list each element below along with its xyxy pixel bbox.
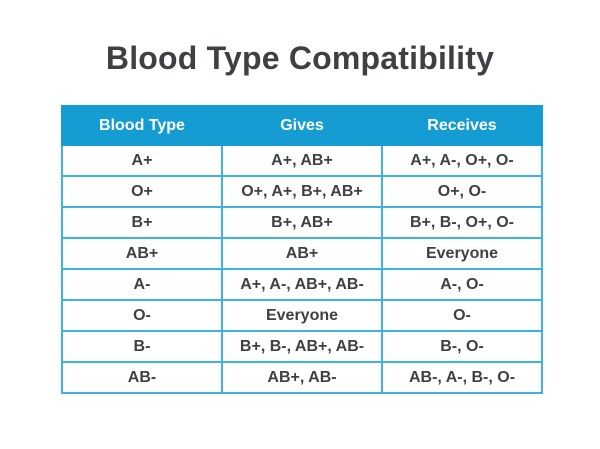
table-row: AB- AB+, AB- AB-, A-, B-, O-	[61, 361, 543, 394]
table-row: A+ A+, AB+ A+, A-, O+, O-	[61, 144, 543, 177]
cell-gives: A+, A-, AB+, AB-	[221, 268, 383, 301]
cell-gives: O+, A+, B+, AB+	[221, 175, 383, 208]
table-row: B- B+, B-, AB+, AB- B-, O-	[61, 330, 543, 363]
column-header-receives: Receives	[381, 105, 543, 146]
cell-receives: B-, O-	[381, 330, 543, 363]
page-title: Blood Type Compatibility	[105, 40, 495, 76]
cell-gives: B+, B-, AB+, AB-	[221, 330, 383, 363]
cell-blood-type: A-	[61, 268, 223, 301]
table-row: A- A+, A-, AB+, AB- A-, O-	[61, 268, 543, 301]
cell-receives: Everyone	[381, 237, 543, 270]
cell-gives: AB+, AB-	[221, 361, 383, 394]
cell-gives: Everyone	[221, 299, 383, 332]
cell-blood-type: O+	[61, 175, 223, 208]
cell-blood-type: B-	[61, 330, 223, 363]
table-row: O- Everyone O-	[61, 299, 543, 332]
cell-gives: B+, AB+	[221, 206, 383, 239]
table-row: B+ B+, AB+ B+, B-, O+, O-	[61, 206, 543, 239]
header-row: Blood Type Gives Receives	[61, 105, 543, 146]
table-body: A+ A+, AB+ A+, A-, O+, O- O+ O+, A+, B+,…	[61, 144, 543, 394]
cell-gives: AB+	[221, 237, 383, 270]
cell-blood-type: A+	[61, 144, 223, 177]
cell-receives: A+, A-, O+, O-	[381, 144, 543, 177]
cell-blood-type: B+	[61, 206, 223, 239]
cell-receives: AB-, A-, B-, O-	[381, 361, 543, 394]
cell-receives: O-	[381, 299, 543, 332]
cell-receives: O+, O-	[381, 175, 543, 208]
cell-gives: A+, AB+	[221, 144, 383, 177]
column-header-gives: Gives	[221, 105, 383, 146]
table-row: AB+ AB+ Everyone	[61, 237, 543, 270]
cell-blood-type: AB+	[61, 237, 223, 270]
table-row: O+ O+, A+, B+, AB+ O+, O-	[61, 175, 543, 208]
column-header-blood-type: Blood Type	[61, 105, 223, 146]
cell-blood-type: O-	[61, 299, 223, 332]
cell-receives: B+, B-, O+, O-	[381, 206, 543, 239]
cell-blood-type: AB-	[61, 361, 223, 394]
cell-receives: A-, O-	[381, 268, 543, 301]
compatibility-table: Blood Type Gives Receives A+ A+, AB+ A+,…	[61, 105, 543, 394]
table-header: Blood Type Gives Receives	[61, 105, 543, 146]
